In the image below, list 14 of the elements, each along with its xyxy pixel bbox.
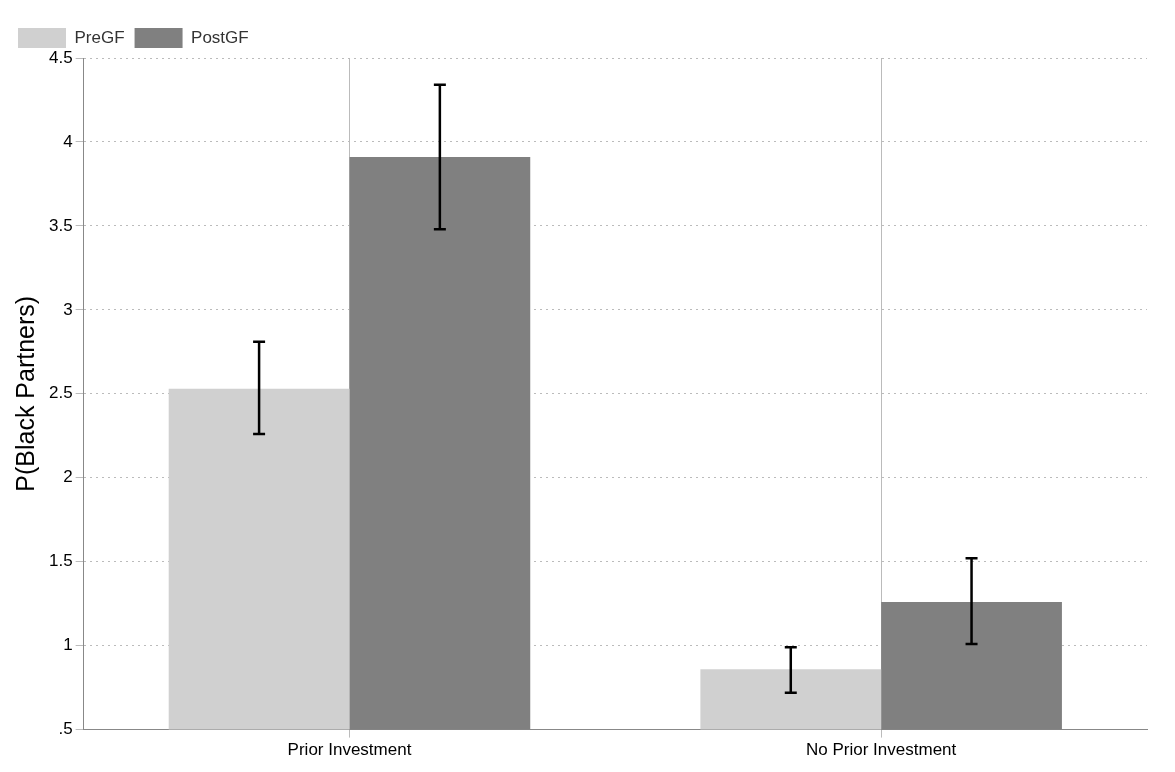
y-tick-label: 2 bbox=[63, 467, 73, 487]
legend-label: PostGF bbox=[191, 27, 249, 47]
x-tick-label: No Prior Investment bbox=[806, 740, 957, 760]
y-axis-title: P(Black Partners) bbox=[10, 295, 39, 492]
x-tick-label: Prior Investment bbox=[287, 740, 412, 760]
y-tick-label: 1.5 bbox=[48, 551, 73, 571]
y-tick-label: 4.5 bbox=[48, 47, 73, 67]
y-tick-label: 3 bbox=[63, 299, 73, 319]
y-tick-label: 2.5 bbox=[48, 383, 73, 403]
y-tick-label: 3.5 bbox=[48, 215, 73, 235]
y-tick-label: 4 bbox=[63, 131, 73, 151]
legend-label: PreGF bbox=[74, 27, 125, 47]
y-tick-label: .5 bbox=[58, 719, 73, 739]
y-tick-label: 1 bbox=[63, 635, 73, 655]
